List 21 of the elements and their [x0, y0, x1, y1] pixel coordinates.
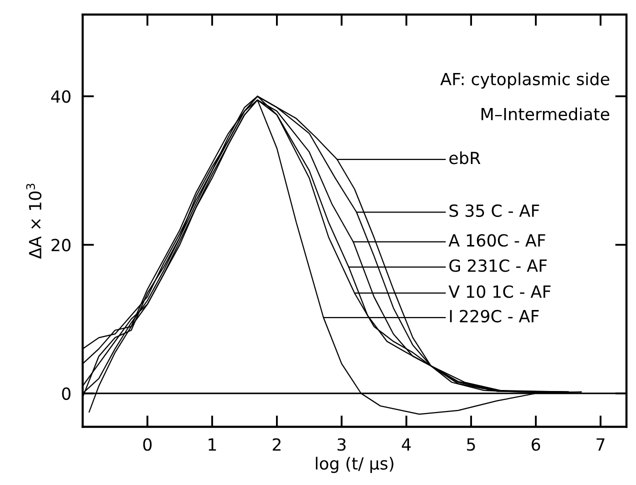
- annotation: M–Intermediate: [482, 107, 610, 120]
- x-tick-label: 3: [338, 438, 346, 451]
- annotation: A 160C - AF: [448, 234, 546, 247]
- y-tick-label: 40: [51, 90, 70, 103]
- annotation: I 229C - AF: [450, 310, 539, 322]
- x-axis-title: log (t/ μs): [316, 456, 394, 473]
- y-tick-label: 20: [52, 238, 70, 252]
- x-tick-label: 4: [402, 438, 411, 451]
- x-tick-label: 5: [467, 438, 475, 451]
- x-tick-label: 0: [143, 438, 152, 451]
- y-tick-label: 0: [62, 387, 70, 400]
- annotation: ebR: [449, 151, 480, 164]
- annotation: S 35 C - AF: [450, 204, 540, 217]
- y-axis-title: ΔA × 10$^{3}$: [26, 184, 42, 259]
- annotation: G 231C - AF: [449, 259, 547, 272]
- x-tick-label: 1: [208, 438, 216, 451]
- x-tick-label: 2: [272, 438, 281, 451]
- annotation: V 10 1C - AF: [448, 285, 551, 298]
- annotation: AF: cytoplasmic side: [440, 72, 610, 89]
- x-tick-label: 7: [596, 438, 604, 451]
- x-tick-label: 6: [532, 438, 540, 451]
